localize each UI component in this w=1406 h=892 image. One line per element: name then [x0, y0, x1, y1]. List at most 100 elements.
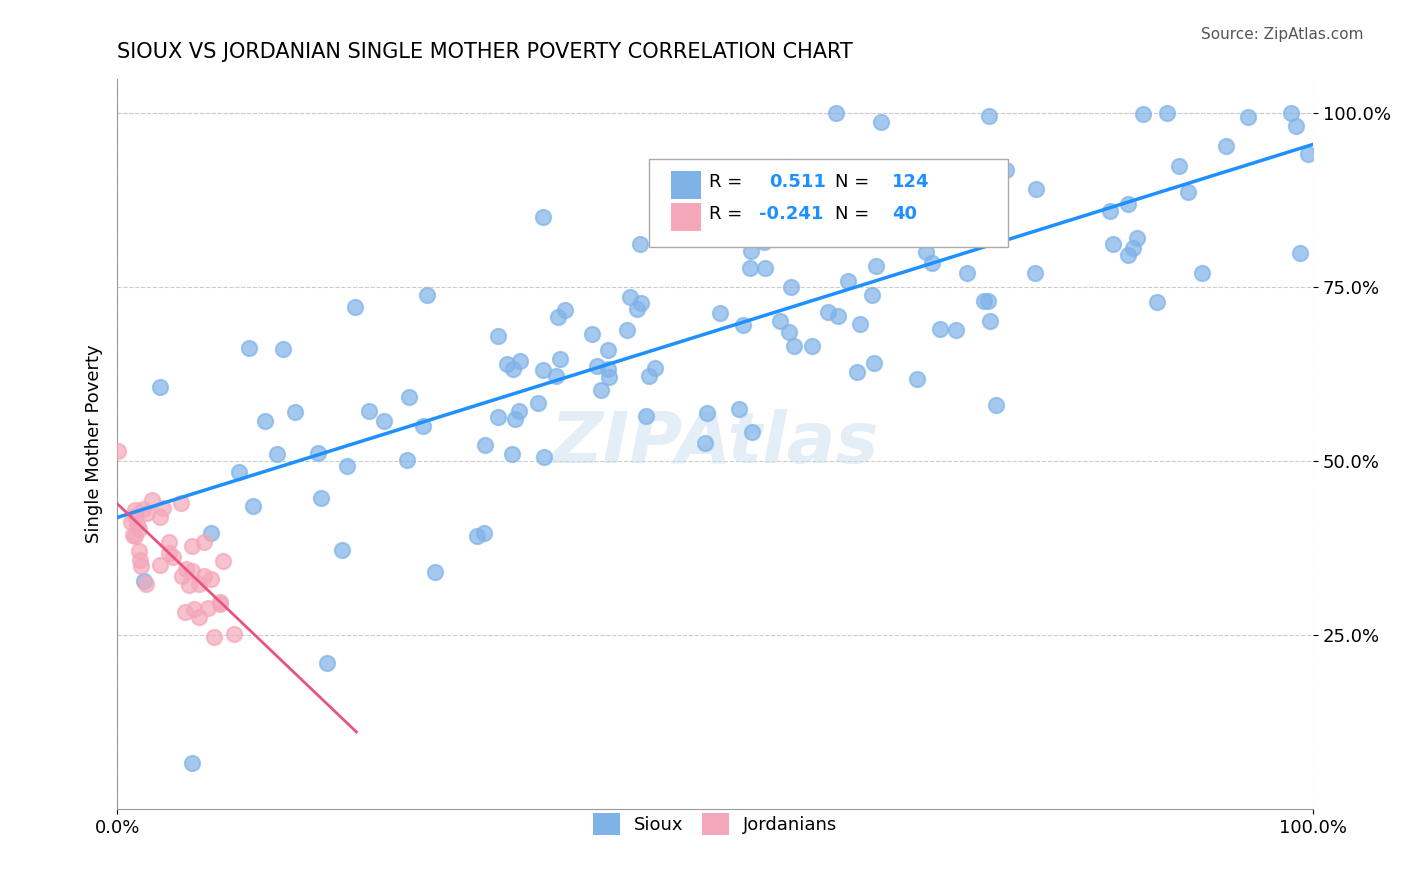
- Point: [1285, 119, 1308, 133]
- Point: [1156, 106, 1178, 120]
- Point: [911, 229, 934, 244]
- Point: [486, 329, 509, 343]
- Text: N =: N =: [835, 205, 875, 223]
- Point: [776, 192, 799, 206]
- Point: [212, 554, 235, 568]
- Point: [589, 383, 612, 397]
- Point: [135, 577, 157, 591]
- FancyBboxPatch shape: [650, 159, 1008, 246]
- Point: [170, 495, 193, 509]
- Point: [149, 558, 172, 572]
- Point: [238, 341, 260, 355]
- Point: [162, 549, 184, 564]
- Point: [630, 296, 652, 310]
- Point: [728, 402, 751, 417]
- Y-axis label: Single Mother Poverty: Single Mother Poverty: [86, 344, 103, 543]
- Point: [316, 656, 339, 670]
- Point: [581, 327, 603, 342]
- Point: [979, 314, 1001, 328]
- Point: [330, 543, 353, 558]
- Point: [1098, 204, 1121, 219]
- Point: [754, 261, 776, 276]
- Text: SIOUX VS JORDANIAN SINGLE MOTHER POVERTY CORRELATION CHART: SIOUX VS JORDANIAN SINGLE MOTHER POVERTY…: [117, 42, 853, 62]
- Point: [508, 404, 530, 418]
- Point: [547, 310, 569, 324]
- Point: [474, 438, 496, 452]
- Point: [693, 436, 716, 450]
- Point: [1024, 266, 1046, 280]
- Point: [914, 244, 936, 259]
- Point: [1191, 266, 1213, 280]
- Text: -0.241: -0.241: [759, 205, 824, 223]
- Point: [596, 343, 619, 357]
- Legend: Sioux, Jordanians: Sioux, Jordanians: [583, 804, 846, 844]
- Text: 124: 124: [893, 173, 929, 191]
- Point: [946, 205, 969, 219]
- Text: R =: R =: [709, 205, 748, 223]
- Point: [128, 553, 150, 567]
- Point: [619, 290, 641, 304]
- Point: [208, 597, 231, 611]
- Point: [307, 446, 329, 460]
- Point: [183, 601, 205, 615]
- Point: [128, 544, 150, 558]
- Point: [779, 160, 801, 174]
- Point: [395, 453, 418, 467]
- Point: [200, 526, 222, 541]
- Point: [266, 447, 288, 461]
- Point: [200, 573, 222, 587]
- Point: [941, 210, 963, 224]
- Point: [738, 261, 761, 276]
- Point: [254, 414, 277, 428]
- Point: [945, 323, 967, 337]
- Point: [344, 300, 367, 314]
- Point: [107, 443, 129, 458]
- FancyBboxPatch shape: [671, 202, 700, 230]
- Point: [696, 406, 718, 420]
- Point: [1236, 110, 1258, 124]
- Point: [336, 458, 359, 473]
- Point: [1167, 159, 1189, 173]
- Point: [1118, 248, 1140, 262]
- Point: [846, 365, 869, 379]
- Point: [1025, 182, 1047, 196]
- Point: [503, 412, 526, 426]
- Point: [546, 369, 568, 384]
- Point: [188, 610, 211, 624]
- Point: [141, 492, 163, 507]
- Text: N =: N =: [835, 173, 875, 191]
- Point: [817, 305, 839, 319]
- Point: [718, 185, 741, 199]
- Point: [984, 398, 1007, 412]
- Point: [941, 186, 963, 200]
- Point: [636, 409, 658, 424]
- Point: [827, 310, 849, 324]
- Point: [496, 357, 519, 371]
- Point: [1279, 106, 1302, 120]
- Point: [1146, 295, 1168, 310]
- Point: [242, 499, 264, 513]
- Point: [778, 326, 800, 340]
- Point: [120, 515, 142, 529]
- Point: [465, 529, 488, 543]
- Point: [416, 288, 439, 302]
- Point: [1102, 237, 1125, 252]
- Point: [869, 115, 891, 129]
- Point: [486, 410, 509, 425]
- Point: [928, 322, 950, 336]
- Point: [134, 574, 156, 588]
- Point: [202, 630, 225, 644]
- Point: [769, 314, 792, 328]
- Point: [932, 222, 955, 236]
- Point: [502, 362, 524, 376]
- Point: [596, 362, 619, 376]
- Point: [995, 163, 1018, 178]
- Point: [373, 414, 395, 428]
- Point: [187, 576, 209, 591]
- Point: [1177, 185, 1199, 199]
- Point: [472, 526, 495, 541]
- Point: [398, 390, 420, 404]
- Point: [271, 342, 294, 356]
- Point: [122, 528, 145, 542]
- Point: [124, 509, 146, 524]
